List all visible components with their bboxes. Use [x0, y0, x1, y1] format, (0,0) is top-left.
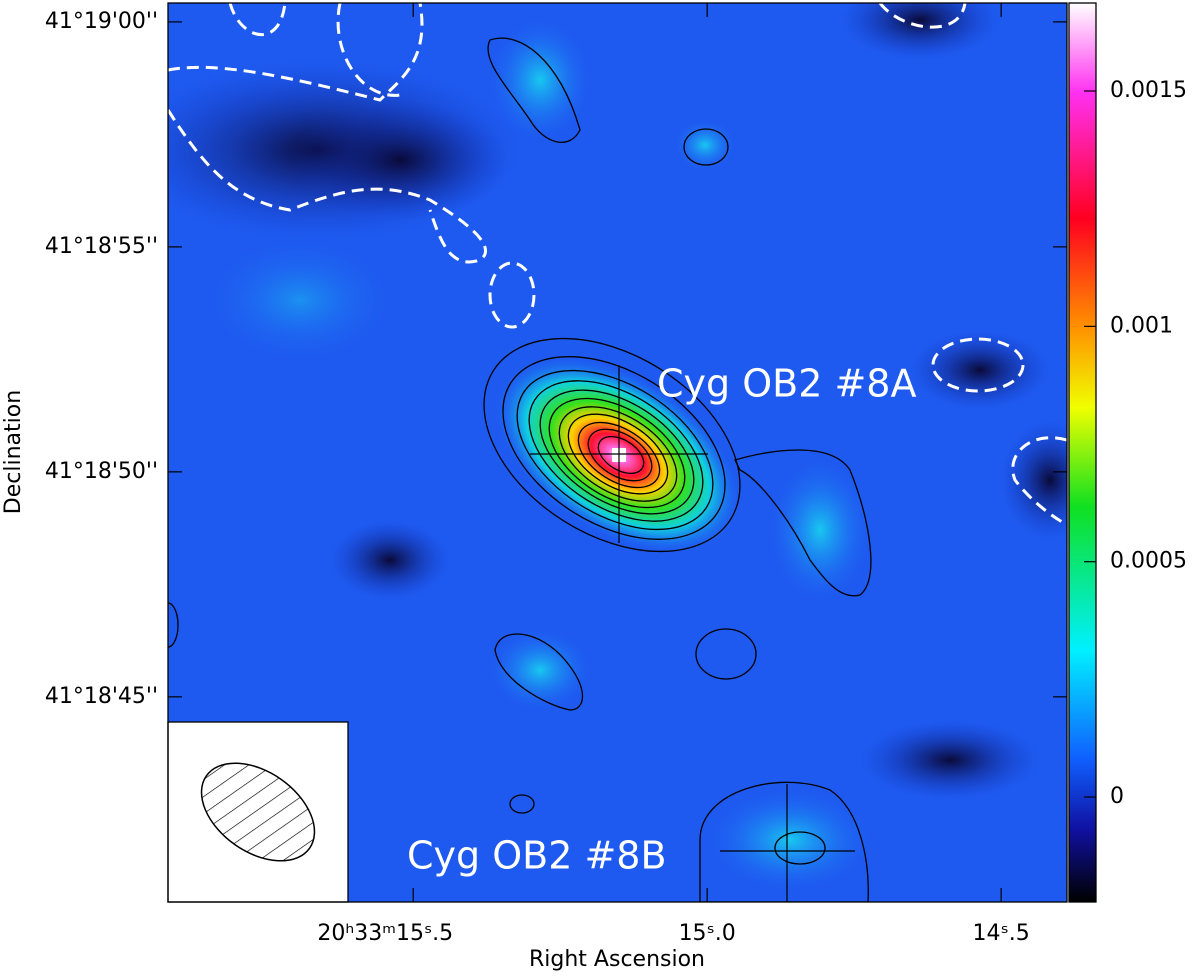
- source-markers: [530, 365, 855, 902]
- x-tick-label: 15ˢ.0: [679, 921, 736, 946]
- y-tick-label: 41°18'50'': [45, 459, 158, 484]
- y-axis-title: Declination: [1, 390, 26, 514]
- y-tick-label: 41°19'00'': [45, 9, 158, 34]
- plot-frame: [167, 2, 1068, 903]
- negative-contours: [168, 3, 1067, 527]
- colorbar-tick-label: 0: [1110, 784, 1124, 809]
- beam-inset: [167, 721, 349, 903]
- x-tick-label: 20ʰ33ᵐ15ˢ.5: [317, 921, 453, 946]
- colorbar-tick-label: 0.0005: [1110, 549, 1187, 574]
- colorbar: [1068, 2, 1097, 903]
- y-tick-label: 41°18'55'': [45, 234, 158, 259]
- y-tick-label: 41°18'45'': [45, 684, 158, 709]
- annotation: Cyg OB2 #8B: [407, 834, 667, 878]
- colorbar-tick-label: 0.0015: [1110, 78, 1187, 103]
- x-tick-label: 14ˢ.5: [973, 921, 1030, 946]
- annotation: Cyg OB2 #8A: [657, 362, 916, 406]
- colorbar-tick-label: 0.001: [1110, 313, 1173, 338]
- contours: [168, 37, 872, 902]
- x-axis-title: Right Ascension: [529, 947, 705, 972]
